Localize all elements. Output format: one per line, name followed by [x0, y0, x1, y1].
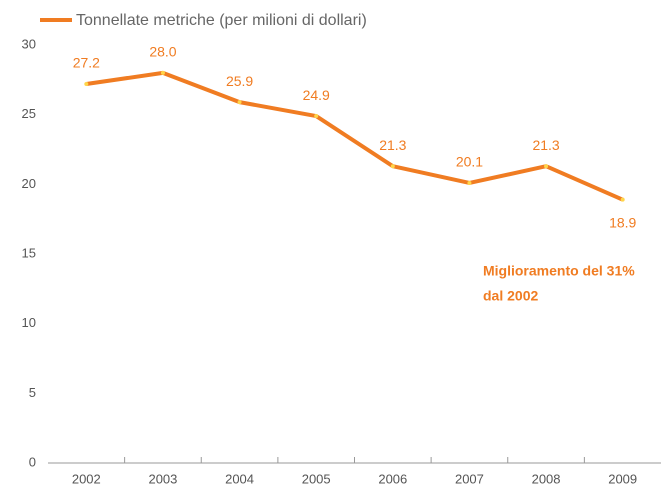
x-tick-label: 2009 [608, 471, 637, 486]
data-label: 24.9 [303, 87, 330, 103]
x-tick-label: 2004 [225, 471, 254, 486]
point [620, 197, 625, 202]
point [544, 164, 549, 169]
y-tick-label: 15 [22, 245, 36, 260]
y-tick-label: 30 [22, 36, 36, 51]
y-tick-label: 5 [29, 385, 36, 400]
point [160, 70, 165, 75]
point [237, 100, 242, 105]
x-tick-label: 2003 [148, 471, 177, 486]
x-tick-label: 2007 [455, 471, 484, 486]
point [390, 164, 395, 169]
y-tick-label: 20 [22, 176, 36, 191]
data-label: 21.3 [532, 137, 559, 153]
y-tick-label: 10 [22, 315, 36, 330]
x-tick-label: 2006 [378, 471, 407, 486]
y-tick-label: 0 [29, 454, 36, 469]
data-label: 21.3 [379, 137, 406, 153]
legend-label: Tonnellate metriche (per milioni di doll… [76, 12, 367, 29]
x-tick-label: 2005 [302, 471, 331, 486]
annotation: dal 2002 [483, 288, 538, 304]
x-tick-label: 2002 [72, 471, 101, 486]
annotation: Miglioramento del 31% [483, 263, 635, 279]
data-label: 27.2 [73, 55, 100, 71]
x-tick-label: 2008 [532, 471, 561, 486]
data-label: 20.1 [456, 154, 483, 170]
data-label: 28.0 [149, 44, 176, 60]
point [84, 82, 89, 87]
data-label: 25.9 [226, 73, 253, 89]
line [86, 70, 624, 202]
point [314, 114, 319, 119]
point [467, 180, 472, 185]
y-tick-label: 25 [22, 106, 36, 121]
data-label: 18.9 [609, 214, 636, 230]
